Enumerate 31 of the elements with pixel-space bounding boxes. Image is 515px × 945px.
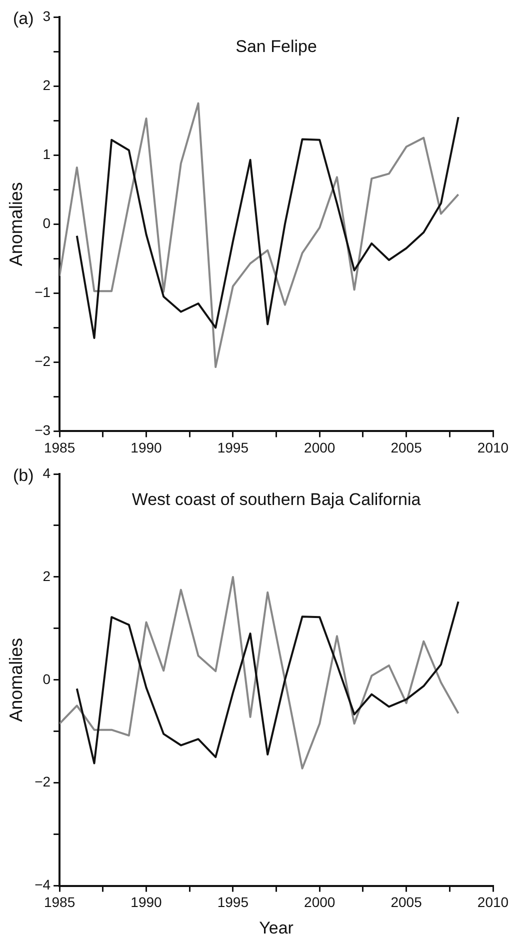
x-tick-label: 1990 bbox=[130, 894, 162, 910]
x-tick-label: 1995 bbox=[217, 894, 249, 910]
y-tick-label: 1 bbox=[42, 146, 51, 162]
x-tick-label: 1985 bbox=[44, 439, 76, 456]
y-tick-label: −2 bbox=[34, 353, 51, 370]
y-tick-label: 3 bbox=[42, 8, 51, 24]
y-tick-label: −3 bbox=[34, 422, 51, 438]
y-tick-label: −4 bbox=[34, 876, 51, 893]
x-tick-label: 2005 bbox=[390, 439, 422, 456]
y-tick-label: −1 bbox=[34, 284, 51, 300]
x-tick-label: 2000 bbox=[304, 439, 336, 456]
x-tick-label: 1995 bbox=[217, 439, 249, 456]
text: (a) bbox=[13, 9, 34, 28]
x-axis-title: Year bbox=[259, 918, 294, 938]
y-tick-label: 0 bbox=[42, 670, 51, 687]
text: West coast of southern Baja California bbox=[132, 490, 422, 510]
x-tick-label: 1990 bbox=[130, 439, 162, 456]
x-tick-label: 2010 bbox=[477, 439, 509, 456]
x-tick-label: 2005 bbox=[390, 894, 422, 910]
text: San Felipe bbox=[236, 37, 317, 56]
y-tick-label: 2 bbox=[42, 76, 51, 93]
y-tick-label: 0 bbox=[42, 214, 51, 231]
y-tick-label: −2 bbox=[34, 774, 51, 790]
x-tick-label: 1985 bbox=[44, 894, 76, 910]
x-tick-label: 2010 bbox=[477, 894, 509, 910]
y-axis-title: Anomalies bbox=[6, 638, 26, 722]
text: (b) bbox=[13, 466, 34, 486]
y-tick-label: 2 bbox=[42, 568, 51, 584]
x-tick-label: 2000 bbox=[304, 894, 336, 910]
y-axis-title: Anomalies bbox=[6, 182, 26, 266]
y-tick-label: 4 bbox=[42, 464, 51, 481]
